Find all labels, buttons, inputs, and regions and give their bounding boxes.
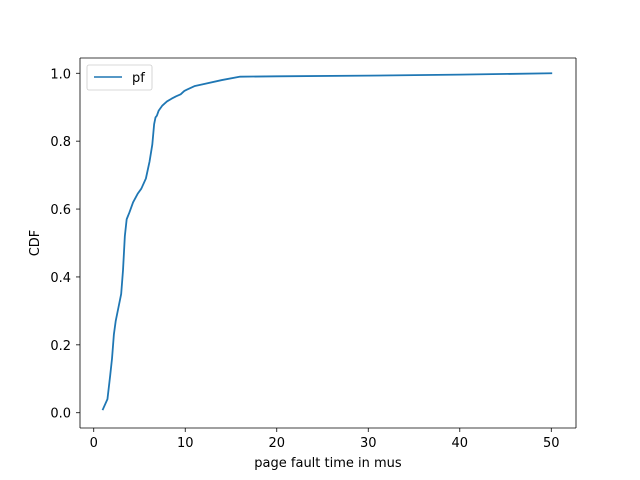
y-axis-ticks: 0.0 0.2 0.4 0.6 0.8 1.0 xyxy=(50,67,80,422)
x-tick-label: 0 xyxy=(90,436,98,451)
y-tick-label: 0.2 xyxy=(50,339,71,354)
y-axis-label: CDF xyxy=(28,230,43,257)
y-tick-label: 0.8 xyxy=(50,135,71,150)
plot-frame xyxy=(79,57,577,429)
y-tick-label: 0.6 xyxy=(50,203,71,218)
x-tick-label: 10 xyxy=(177,436,194,451)
x-tick-label: 20 xyxy=(268,436,285,451)
series-line-pf xyxy=(101,72,553,411)
legend-label-pf: pf xyxy=(132,71,145,86)
x-axis-ticks: 0 10 20 30 40 50 xyxy=(90,428,560,451)
x-tick-label: 30 xyxy=(360,436,377,451)
y-tick-label: 0.4 xyxy=(50,271,71,286)
series-layer xyxy=(101,72,553,411)
x-axis-label: page fault time in mus xyxy=(254,456,402,471)
plot-area xyxy=(80,58,576,428)
x-tick-label: 50 xyxy=(543,436,560,451)
legend: pf xyxy=(86,64,153,91)
y-tick-label: 1.0 xyxy=(50,67,71,82)
x-tick-label: 40 xyxy=(452,436,469,451)
y-tick-label: 0.0 xyxy=(50,407,71,422)
